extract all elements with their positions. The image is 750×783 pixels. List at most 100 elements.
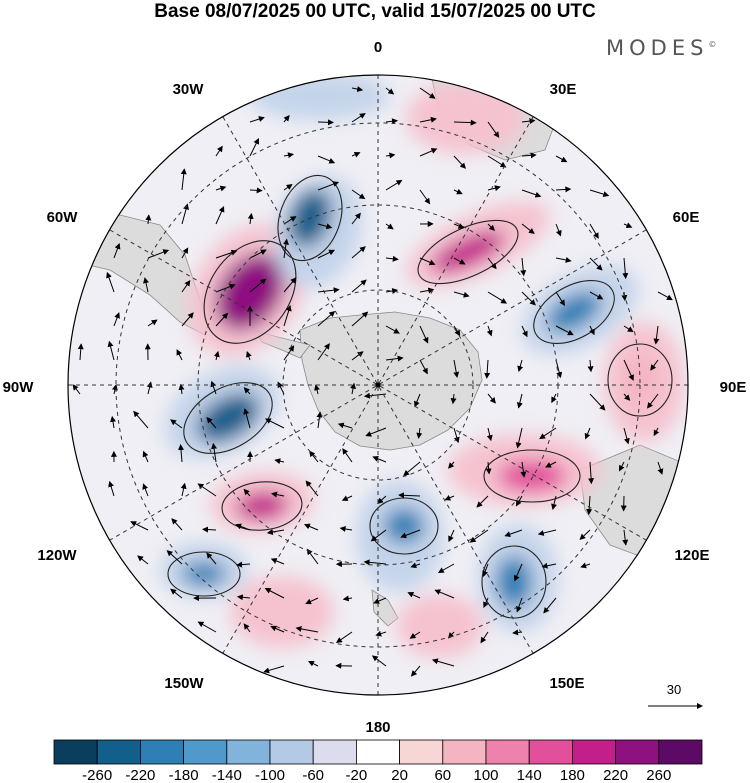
lon-label-180: 180 <box>365 719 390 736</box>
wind-vector-arrow <box>266 529 285 535</box>
wind-vector-arrow <box>317 223 333 230</box>
wind-vector-arrow <box>487 185 501 192</box>
meridian-60w-120e <box>109 229 647 541</box>
wind-vector-arrow <box>243 623 251 633</box>
wind-vector-arrow <box>589 393 606 411</box>
map-title: Base 08/07/2025 00 UTC, valid 15/07/2025… <box>154 1 596 22</box>
wind-vector-arrow <box>317 343 330 361</box>
brand-text: MODES <box>606 36 709 60</box>
wind-vector-arrow <box>341 495 353 501</box>
wind-vector-arrow <box>316 411 323 429</box>
wind-vector-arrow <box>516 597 523 613</box>
wind-vector-arrow <box>622 529 629 546</box>
wind-vector-arrow <box>178 444 185 463</box>
contour-neg-90w <box>183 382 273 454</box>
wind-vector-arrow <box>215 283 236 293</box>
wind-vector-arrow <box>444 494 455 501</box>
wind-vector-arrow <box>551 495 557 510</box>
wind-vector-arrow <box>337 422 353 429</box>
colorbar-tick-label: 60 <box>434 767 451 783</box>
colorbar-tick-label: -260 <box>82 767 112 783</box>
colorbar-tick-label: -220 <box>125 767 155 783</box>
colorbar-tick-label: 220 <box>603 767 628 783</box>
wind-vector-arrow <box>537 529 557 536</box>
wind-vector-arrow <box>283 184 293 191</box>
wind-vector-arrow <box>243 387 251 395</box>
wind-vector-arrow <box>584 427 591 440</box>
colorbar-tick-label: -20 <box>346 767 368 783</box>
wind-vector-arrow <box>419 189 431 205</box>
wind-vector-arrow <box>469 529 489 543</box>
wind-vector-arrow <box>409 631 421 639</box>
vector-reference-value: 30 <box>667 682 681 697</box>
wind-vector-arrow <box>130 521 149 531</box>
wind-vector-arrow <box>342 595 353 602</box>
wind-vector-arrow <box>623 359 634 381</box>
wind-vector-arrow <box>372 455 387 463</box>
wind-vector-arrow <box>410 665 421 677</box>
wind-vector-arrow <box>351 246 366 259</box>
wind-vector-arrow <box>181 279 191 293</box>
wind-vector-arrow <box>215 312 229 327</box>
lon-label-150e: 150E <box>549 675 584 692</box>
wind-vector-arrow <box>133 410 149 429</box>
wind-vector-arrow <box>541 562 557 569</box>
wind-vector-arrow <box>270 625 285 633</box>
lon-label-90e: 90E <box>720 379 747 396</box>
wind-vector-arrow <box>243 488 251 497</box>
wind-vector-arrow <box>516 393 523 409</box>
longitude-labels: 0 30E 60E 90E 120E 150E 180 150W 120W 90… <box>3 39 747 736</box>
wind-vector-arrow <box>202 526 217 533</box>
anomaly-blob-neg-10w <box>250 75 390 120</box>
colorbar-swatch <box>399 739 444 765</box>
wind-vector-arrow <box>657 291 673 301</box>
wind-vector-arrow <box>555 256 572 263</box>
latitude-circle-middle <box>197 204 559 566</box>
wind-vector-arrow <box>283 115 290 123</box>
wind-vector-arrow <box>215 249 238 259</box>
wind-vector-arrow <box>317 119 334 126</box>
wind-vector-arrow <box>484 359 491 379</box>
colorbar-tick-label: 100 <box>473 767 498 783</box>
graticule <box>68 75 688 695</box>
wind-vector-arrow <box>453 257 466 265</box>
wind-vector-arrow <box>339 526 353 532</box>
lon-label-150w: 150W <box>164 675 204 692</box>
wind-vector-arrow <box>419 257 436 266</box>
wind-vector-arrow <box>308 660 319 667</box>
wind-vector-arrow <box>504 529 523 537</box>
wind-vector-arrow <box>147 319 158 327</box>
wind-vector-arrow <box>453 119 477 126</box>
wind-vector-arrow <box>283 238 289 259</box>
wind-vector-arrow <box>513 563 523 582</box>
wind-vector-arrow <box>373 597 387 604</box>
colorbar-tick-label: 20 <box>391 767 408 783</box>
anomaly-blob-pos-160e <box>396 594 484 658</box>
wind-vector-arrow <box>365 427 387 437</box>
wind-vector-arrow <box>385 325 400 334</box>
wind-vector-arrow <box>249 138 259 157</box>
colorbar-swatch <box>528 739 573 765</box>
wind-vector-arrow <box>517 359 524 373</box>
wind-vector-arrow <box>434 589 455 599</box>
wind-vector-arrow <box>555 155 568 163</box>
colorbar-swatch <box>658 739 703 765</box>
wind-vector-arrow <box>107 340 115 361</box>
wind-vector-arrow <box>419 87 436 99</box>
wind-vector-arrow <box>142 483 149 497</box>
colorbar-swatch <box>53 739 98 765</box>
wind-vector-arrow <box>178 383 185 395</box>
wind-vector-arrow <box>113 242 121 259</box>
map-disc <box>68 75 688 695</box>
wind-vector-arrow <box>398 492 421 499</box>
wind-vector-arrow <box>623 393 631 401</box>
lon-label-60w: 60W <box>47 209 79 226</box>
wind-vector-arrow <box>236 594 251 601</box>
wind-vector-arrow <box>170 588 183 599</box>
colorbar-swatch <box>312 739 357 765</box>
colorbar-tick-label: 260 <box>646 767 671 783</box>
wind-vector-arrow <box>521 291 536 306</box>
wind-vector-arrow <box>483 597 489 609</box>
wind-vector-arrow <box>295 625 319 633</box>
wind-vector-arrow <box>249 187 263 194</box>
